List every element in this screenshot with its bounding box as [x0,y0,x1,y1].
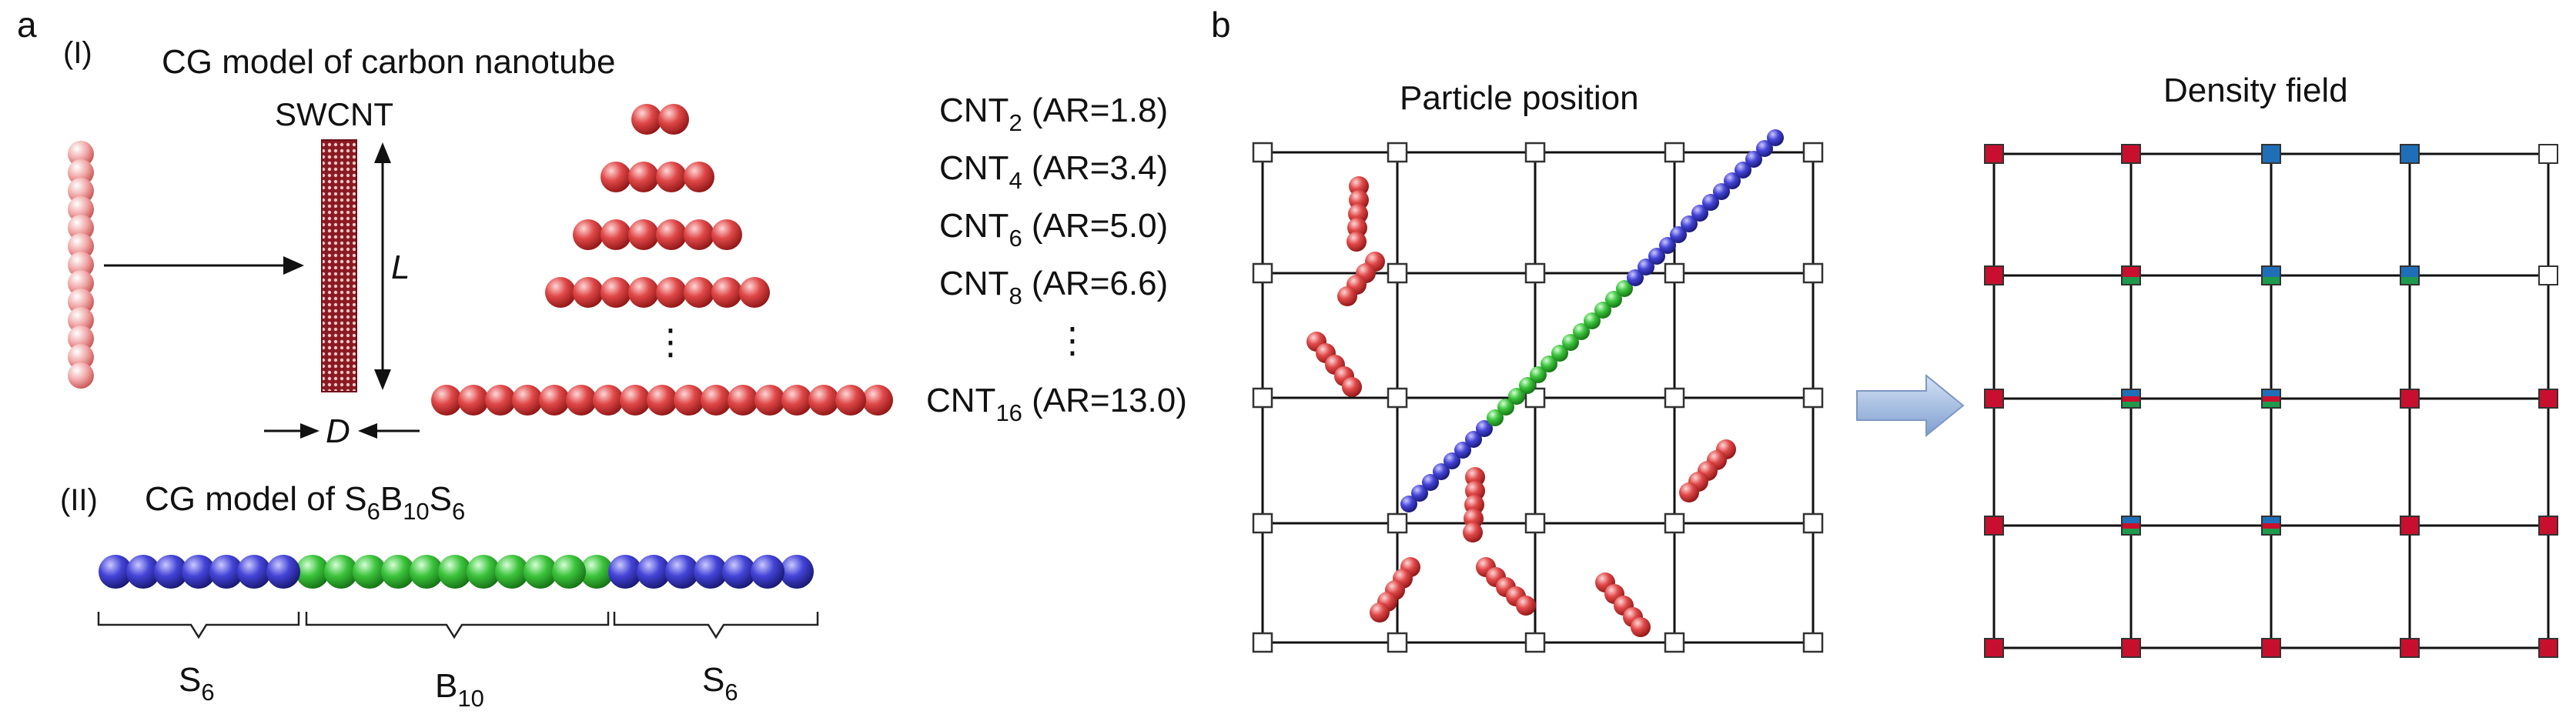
diameter-label: D [326,412,350,450]
bead-column [68,141,94,389]
diameter-arrows [264,423,420,439]
density-markers [1984,144,2558,658]
cnt2-beads [631,104,689,135]
part2-numeral: (II) [60,483,98,517]
part1-numeral: (I) [63,36,92,70]
cnt-particle-8 [1595,572,1651,637]
cnt-particle-2 [1337,252,1385,306]
pyramid-ellipsis: ⋮ [653,322,688,362]
panel-b-label: b [1211,5,1231,45]
cnt6-beads [573,219,742,250]
cnt4-beads [601,162,714,192]
grid-node-markers [1252,142,1824,653]
cnt2-label: CNT2 (AR=1.8) [939,92,1168,136]
cnt8-label: CNT8 (AR=6.6) [939,265,1168,309]
mapping-arrow [104,256,304,275]
brace-label-s6-right: S6 [702,661,738,706]
panel-a: a (I) CG model of carbon nanotube SWCNT [17,5,1187,712]
panel-a-label: a [17,5,37,45]
brace-label-s6-left: S6 [179,661,215,706]
cnt-particle-5 [1679,439,1736,502]
cnt-particle-7 [1476,557,1536,616]
panel-b: b Particle position Density field [1211,5,2558,658]
density-field-title: Density field [2163,72,2348,109]
swcnt-tube [321,139,357,392]
length-label: L [391,249,410,286]
cnt-particle-6 [1370,557,1420,623]
brace-s6-left [97,612,300,639]
brace-s6-right [613,612,819,639]
cnt-particles [1306,176,1736,637]
brace-b10 [305,612,610,639]
cnt8-beads [545,277,770,308]
brace-label-b10: B10 [435,667,484,712]
length-arrow [374,142,391,390]
list-ellipsis: ⋮ [1055,320,1090,360]
part1-title: CG model of carbon nanotube [162,43,616,81]
s6b10s6-chain [99,555,814,589]
copolymer-chain [1400,129,1784,512]
cnt16-label: CNT16 (AR=13.0) [926,382,1187,426]
cnt4-label: CNT4 (AR=3.4) [939,149,1168,194]
particle-position-title: Particle position [1400,79,1639,117]
cnt-particle-1 [1347,176,1369,252]
transform-arrow [1856,373,1965,438]
cnt6-label: CNT6 (AR=5.0) [939,207,1168,252]
part2-title: CG model of S6B10S6 [145,480,465,525]
cnt16-beads [431,385,893,416]
cnt-particle-3 [1306,332,1362,397]
cnt-particle-4 [1463,467,1485,542]
swcnt-label: SWCNT [275,96,393,132]
